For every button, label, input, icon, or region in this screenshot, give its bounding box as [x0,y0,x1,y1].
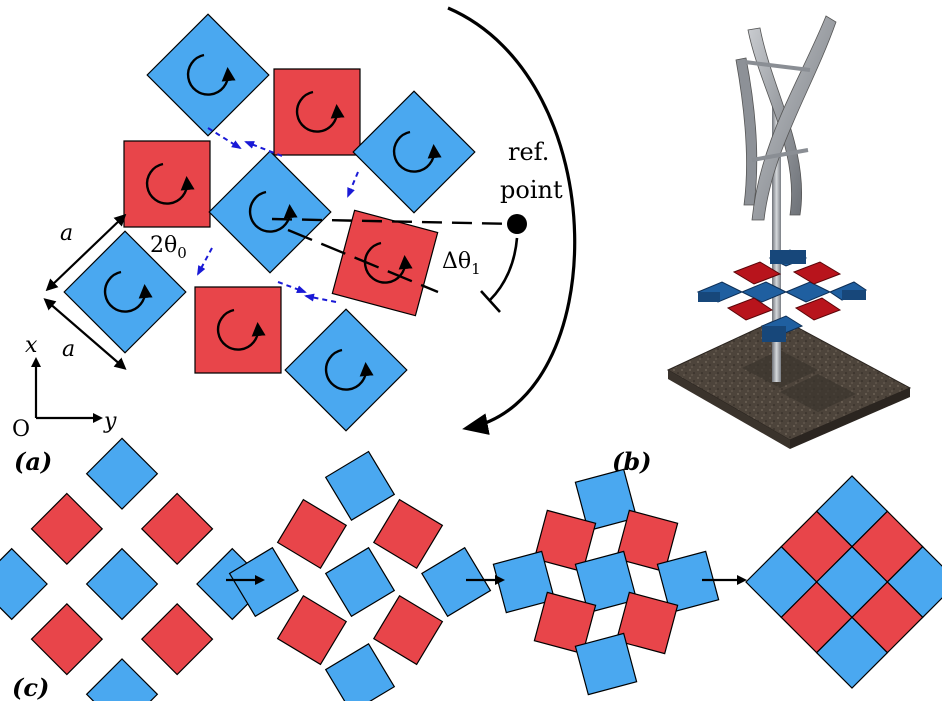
ground-slab-left-face [668,370,790,449]
red-square [372,594,444,666]
red-square [30,492,104,566]
rotation-arrow-icon [248,190,298,233]
blue-square [85,658,159,701]
red-square [123,140,211,228]
blue-square [284,308,408,432]
turbine-blade [735,57,758,206]
hinge-arrows [197,127,359,303]
turbine-platform [696,249,868,342]
ref-point-dot-icon [507,214,527,234]
ref-label-line1: ref. [508,138,549,166]
blue-square [324,643,396,701]
panel-c-label: (c) [12,673,49,701]
delta-theta-arc [489,237,519,301]
blue-square [352,90,476,214]
ref-label-line2: point [500,176,563,204]
panel-a-label: (a) [14,447,52,476]
hinge-arrow-icon [277,281,307,293]
rotation-arrow-icon [392,130,442,173]
ref-dashed-line-upper [271,217,518,226]
hinge-arrow-icon [347,171,359,198]
wind-turbine-icon [666,15,912,449]
red-square [194,286,282,374]
red-square [140,492,214,566]
ref-dashed-line-lower [287,228,439,294]
panel-c: (c) [0,437,942,701]
hinge-arrow-icon [197,247,213,276]
ground-slab-right-face [790,388,910,449]
blue-square [0,547,48,621]
angle-label: 2θ0 [150,233,187,262]
lattice-constant-label-bottom: a [62,337,75,362]
blue-square [324,546,396,618]
lattice-constant-arrow-bottom [43,298,127,370]
blue-square [324,450,396,521]
rotation-arrow-icon [145,162,195,205]
rotation-arrow-icon [186,53,236,96]
blue-square [421,546,492,618]
rotation-arrow-icon [216,308,266,351]
red-square [140,602,214,676]
turbine-mast [772,100,781,382]
rotation-arrow-icon [363,241,413,284]
transformation-stages [0,437,942,701]
red-square [276,594,348,666]
blue-square [574,632,638,696]
rotation-arrow-icon [295,90,345,133]
blue-square [85,547,159,621]
rotation-arrow-icon [324,348,374,391]
hinge-arrow-icon [207,127,242,150]
turbine-blade [747,27,803,216]
delta-theta-label: Δθ1 [442,249,481,278]
red-square [331,209,439,317]
blue-square [85,437,159,510]
x-axis-label: x [25,333,38,358]
lattice-constant-arrow-top [45,213,127,292]
red-square [276,498,348,570]
red-square [273,68,361,156]
blue-square [208,150,332,274]
turbine-strut [744,60,811,72]
hinge-arrow-icon [304,293,337,303]
ground-shadow [780,374,856,412]
panel-a: a a 2θ0 ref. point Δθ1 x y O (a) [12,6,577,476]
y-axis-label: y [103,409,117,434]
turbine-blade [751,15,837,221]
blue-square [146,13,270,137]
blue-square [815,616,889,689]
blue-square [492,550,556,614]
delta-theta-arc-endcap [480,290,501,313]
hinge-arrow-icon [244,141,283,157]
rotating-squares-lattice [63,13,476,432]
origin-label: O [12,417,30,442]
red-square [30,602,104,676]
panel-b: (b) [612,15,912,476]
red-square [372,498,444,570]
lattice-constant-label-top: a [60,221,73,246]
red-square [615,591,679,655]
turbine-strut [751,148,809,162]
global-rotation-arc-arrow [447,6,577,435]
